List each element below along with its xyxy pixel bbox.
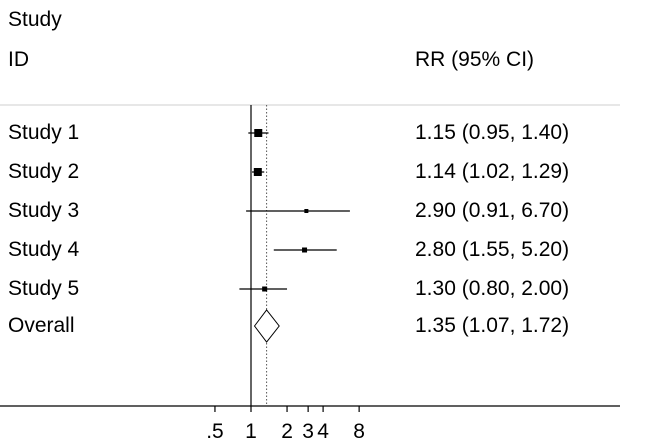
study-ci-text: 1.14 (1.02, 1.29) — [415, 160, 570, 183]
study-point-estimate — [253, 168, 262, 176]
study-label: Study 5 — [8, 277, 80, 300]
effect-col-header: RR (95% CI) — [415, 48, 535, 71]
x-axis-tick-label: 1 — [245, 420, 257, 443]
x-axis-tick-label: 8 — [353, 420, 365, 443]
x-axis-tick-label: 4 — [317, 420, 329, 443]
study-ci-text: 2.80 (1.55, 5.20) — [415, 238, 570, 261]
study-ci-text: 1.15 (0.95, 1.40) — [415, 121, 570, 144]
study-point-estimate — [302, 247, 308, 253]
study-label: Study 2 — [8, 160, 80, 183]
x-axis-tick-label: .5 — [206, 420, 224, 443]
study-ci-text: 1.30 (0.80, 2.00) — [415, 277, 570, 300]
study-ci-text: 2.90 (0.91, 6.70) — [415, 199, 570, 222]
x-axis-tick-label: 3 — [302, 420, 314, 443]
study-col-header-line2: ID — [8, 48, 29, 71]
x-axis-tick-label: 2 — [281, 420, 293, 443]
study-label: Study 1 — [8, 121, 80, 144]
study-label: Study 3 — [8, 199, 80, 222]
overall-ci-text: 1.35 (1.07, 1.72) — [415, 314, 570, 337]
study-label: Study 4 — [8, 238, 80, 261]
study-point-estimate — [254, 129, 263, 137]
overall-diamond — [253, 309, 280, 343]
study-point-estimate — [262, 286, 268, 292]
study-point-estimate — [304, 209, 309, 213]
study-col-header-line1: Study — [8, 8, 62, 31]
overall-label: Overall — [8, 314, 75, 337]
